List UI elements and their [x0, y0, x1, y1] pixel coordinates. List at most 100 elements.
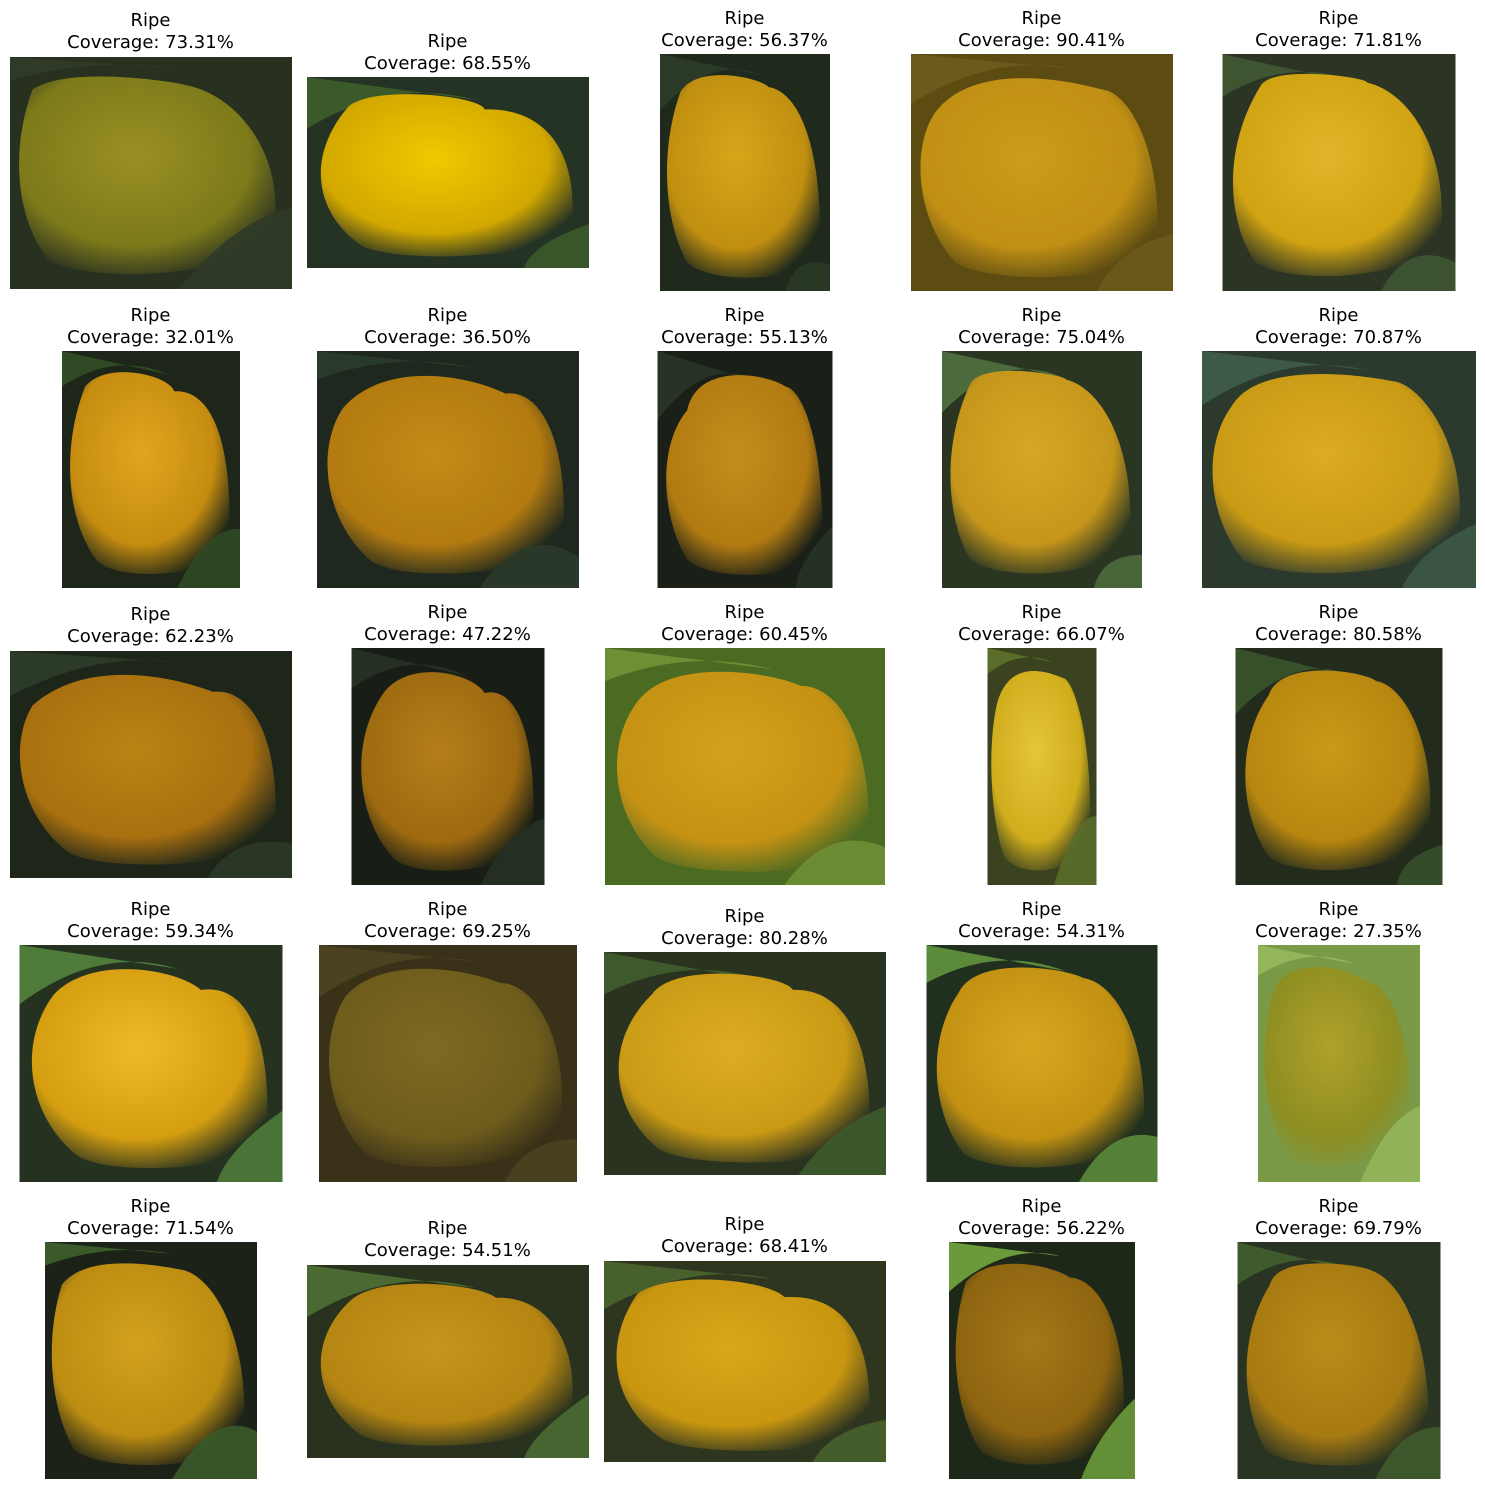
cell-title: Ripe Coverage: 80.28% — [596, 906, 893, 950]
pepper-crop-image — [44, 1242, 257, 1479]
pepper-crop-image — [657, 351, 832, 588]
ripeness-label: Ripe — [1021, 8, 1062, 29]
result-cell: Ripe Coverage: 69.25% — [299, 891, 596, 1188]
pepper-crop-image — [604, 648, 885, 885]
ripeness-label: Ripe — [1021, 305, 1062, 326]
coverage-value: Coverage: 68.41% — [661, 1236, 828, 1257]
result-cell: Ripe Coverage: 66.07% — [893, 594, 1190, 891]
result-cell: Ripe Coverage: 56.37% — [596, 0, 893, 297]
ripeness-label: Ripe — [1318, 1196, 1359, 1217]
pepper-crop-image — [9, 651, 292, 878]
result-cell: Ripe Coverage: 54.31% — [893, 891, 1190, 1188]
result-cell: Ripe Coverage: 68.41% — [596, 1188, 893, 1485]
ripeness-label: Ripe — [130, 305, 171, 326]
coverage-value: Coverage: 75.04% — [958, 327, 1125, 348]
pepper-crop-image — [926, 945, 1157, 1182]
cell-title: Ripe Coverage: 54.31% — [893, 899, 1190, 943]
coverage-value: Coverage: 90.41% — [958, 30, 1125, 51]
pepper-crop-image — [61, 351, 240, 588]
cell-title: Ripe Coverage: 55.13% — [596, 305, 893, 349]
coverage-value: Coverage: 62.23% — [67, 626, 234, 647]
pepper-crop-image — [306, 77, 589, 268]
coverage-value: Coverage: 56.22% — [958, 1218, 1125, 1239]
cell-title: Ripe Coverage: 75.04% — [893, 305, 1190, 349]
ripeness-label: Ripe — [1021, 602, 1062, 623]
coverage-value: Coverage: 80.28% — [661, 928, 828, 949]
cell-title: Ripe Coverage: 80.58% — [1190, 602, 1485, 646]
cell-title: Ripe Coverage: 59.34% — [2, 899, 299, 943]
pepper-crop-image — [351, 648, 544, 885]
cell-title: Ripe Coverage: 27.35% — [1190, 899, 1485, 943]
coverage-value: Coverage: 69.79% — [1255, 1218, 1422, 1239]
cell-title: Ripe Coverage: 54.51% — [299, 1218, 596, 1262]
pepper-crop-image — [941, 351, 1142, 588]
ripeness-label: Ripe — [1318, 8, 1359, 29]
coverage-value: Coverage: 73.31% — [67, 32, 234, 53]
coverage-value: Coverage: 54.31% — [958, 921, 1125, 942]
ripeness-label: Ripe — [724, 8, 765, 29]
coverage-value: Coverage: 66.07% — [958, 624, 1125, 645]
ripeness-label: Ripe — [1318, 602, 1359, 623]
pepper-crop-image — [603, 1261, 886, 1462]
coverage-value: Coverage: 56.37% — [661, 30, 828, 51]
cell-title: Ripe Coverage: 47.22% — [299, 602, 596, 646]
result-cell: Ripe Coverage: 70.87% — [1190, 297, 1485, 594]
coverage-value: Coverage: 59.34% — [67, 921, 234, 942]
result-cell: Ripe Coverage: 71.81% — [1190, 0, 1485, 297]
pepper-crop-image — [603, 952, 886, 1175]
ripeness-label: Ripe — [427, 602, 468, 623]
result-cell: Ripe Coverage: 90.41% — [893, 0, 1190, 297]
pepper-crop-image — [910, 54, 1173, 291]
ripeness-label: Ripe — [427, 31, 468, 52]
cell-title: Ripe Coverage: 32.01% — [2, 305, 299, 349]
cell-title: Ripe Coverage: 60.45% — [596, 602, 893, 646]
result-cell: Ripe Coverage: 59.34% — [2, 891, 299, 1188]
coverage-value: Coverage: 54.51% — [364, 1240, 531, 1261]
coverage-value: Coverage: 69.25% — [364, 921, 531, 942]
result-cell: Ripe Coverage: 80.28% — [596, 891, 893, 1188]
pepper-crop-image — [19, 945, 282, 1182]
pepper-crop-image — [9, 57, 292, 289]
coverage-value: Coverage: 32.01% — [67, 327, 234, 348]
pepper-crop-image — [948, 1242, 1135, 1479]
coverage-value: Coverage: 36.50% — [364, 327, 531, 348]
result-cell: Ripe Coverage: 75.04% — [893, 297, 1190, 594]
coverage-value: Coverage: 60.45% — [661, 624, 828, 645]
cell-title: Ripe Coverage: 36.50% — [299, 305, 596, 349]
result-cell: Ripe Coverage: 32.01% — [2, 297, 299, 594]
cell-title: Ripe Coverage: 71.81% — [1190, 8, 1485, 52]
pepper-crop-image — [1257, 945, 1420, 1182]
ripeness-label: Ripe — [724, 602, 765, 623]
ripeness-label: Ripe — [1021, 1196, 1062, 1217]
pepper-crop-image — [659, 54, 830, 291]
coverage-value: Coverage: 70.87% — [1255, 327, 1422, 348]
cell-title: Ripe Coverage: 90.41% — [893, 8, 1190, 52]
coverage-value: Coverage: 68.55% — [364, 53, 531, 74]
ripeness-label: Ripe — [427, 305, 468, 326]
pepper-crop-image — [316, 351, 579, 588]
ripeness-label: Ripe — [724, 906, 765, 927]
result-cell: Ripe Coverage: 27.35% — [1190, 891, 1485, 1188]
coverage-value: Coverage: 80.58% — [1255, 624, 1422, 645]
result-cell: Ripe Coverage: 68.55% — [299, 0, 596, 297]
result-cell: Ripe Coverage: 56.22% — [893, 1188, 1190, 1485]
result-cell: Ripe Coverage: 71.54% — [2, 1188, 299, 1485]
result-cell: Ripe Coverage: 36.50% — [299, 297, 596, 594]
ripeness-label: Ripe — [130, 10, 171, 31]
ripeness-label: Ripe — [130, 899, 171, 920]
ripeness-label: Ripe — [1318, 305, 1359, 326]
ripeness-label: Ripe — [1318, 899, 1359, 920]
cell-title: Ripe Coverage: 56.37% — [596, 8, 893, 52]
coverage-value: Coverage: 47.22% — [364, 624, 531, 645]
cell-title: Ripe Coverage: 69.25% — [299, 899, 596, 943]
ripeness-label: Ripe — [724, 305, 765, 326]
cell-title: Ripe Coverage: 73.31% — [2, 10, 299, 54]
pepper-crop-image — [1237, 1242, 1440, 1479]
ripeness-label: Ripe — [724, 1214, 765, 1235]
result-cell: Ripe Coverage: 62.23% — [2, 594, 299, 891]
result-cell: Ripe Coverage: 60.45% — [596, 594, 893, 891]
result-cell: Ripe Coverage: 47.22% — [299, 594, 596, 891]
pepper-crop-image — [306, 1265, 589, 1458]
cell-title: Ripe Coverage: 70.87% — [1190, 305, 1485, 349]
